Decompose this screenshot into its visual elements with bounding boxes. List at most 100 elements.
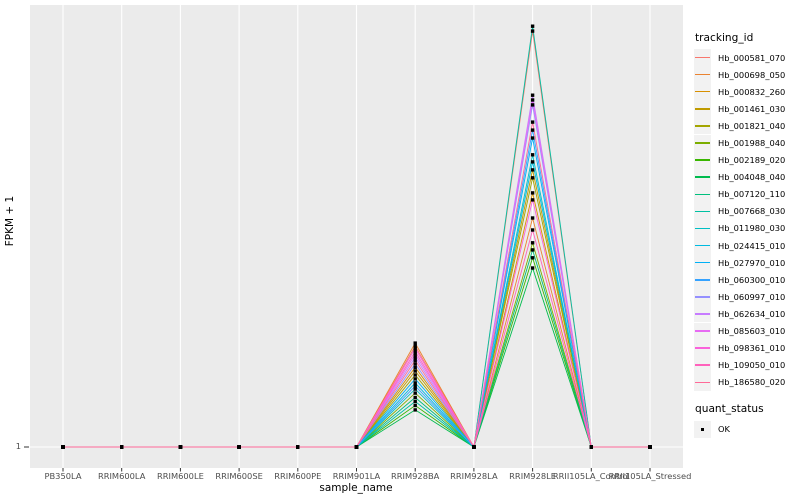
legend-key-line-icon (694, 373, 711, 391)
data-point (413, 369, 417, 373)
x-tick-label: RRIM600SE (215, 471, 262, 481)
data-point (530, 241, 535, 245)
data-point (530, 29, 535, 33)
data-point (413, 399, 417, 404)
legend-color-line-icon (695, 364, 710, 366)
data-point (413, 391, 417, 395)
legend-item-label: Hb_001821_040 (718, 120, 786, 131)
legend-item-label: Hb_001461_030 (718, 103, 786, 114)
legend-color-line-icon (695, 142, 710, 144)
legend-key-line-icon (694, 356, 711, 374)
data-point (530, 191, 535, 195)
legend-item-label: Hb_000832_260 (718, 86, 786, 97)
legend-item: Hb_007120_110 (694, 185, 786, 203)
legend-item: Hb_004048_040 (694, 168, 786, 186)
data-point (413, 408, 417, 412)
legend-item: Hb_002189_020 (694, 151, 786, 169)
legend-key-line-icon (694, 305, 711, 323)
legend-item-label: Hb_085603_010 (718, 326, 786, 337)
data-point (589, 445, 593, 449)
legend-item: Hb_024415_010 (694, 237, 786, 255)
legend-key-line-icon (694, 117, 711, 135)
legend-color-line-icon (695, 244, 710, 247)
legend-item: Hb_085603_010 (694, 322, 786, 340)
legend-key-line-icon (694, 151, 711, 169)
legend-color-line-icon (695, 176, 710, 178)
legend-color-line-icon (695, 108, 710, 110)
legend-item-label: Hb_004048_040 (718, 172, 786, 183)
data-point (530, 198, 535, 202)
legend-item-label: OK (718, 424, 730, 435)
legend-item-label: Hb_027970_010 (718, 257, 786, 268)
legend-key-point-icon (694, 420, 711, 438)
legend-color-line-icon (695, 313, 710, 315)
legend-key-line-icon (694, 339, 711, 357)
legend-item-label: Hb_098361_010 (718, 343, 786, 354)
data-point (413, 365, 417, 370)
legend: tracking_id Hb_000581_070 Hb_000698_050 Hb… (694, 32, 785, 438)
legend-title-quant-status: quant_status (695, 402, 764, 415)
data-point (413, 381, 417, 385)
data-point (530, 248, 535, 252)
data-point (413, 344, 417, 348)
data-point (413, 395, 417, 400)
legend-item: Hb_000832_260 (694, 83, 786, 101)
legend-item-label: Hb_024415_010 (718, 240, 786, 251)
legend-item: Hb_027970_010 (694, 254, 786, 272)
legend-item: Hb_001988_040 (694, 134, 786, 152)
legend-item: Hb_000698_050 (694, 66, 785, 84)
x-tick-label: RRIM901LA (333, 471, 381, 481)
x-tick-label: RRIM928BA (391, 471, 440, 481)
legend-color-line-icon (695, 56, 710, 59)
legend-color-line-icon (695, 159, 710, 161)
data-point (413, 377, 417, 381)
legend-item-ok: OK (694, 420, 785, 438)
data-point (530, 266, 535, 270)
data-point (530, 128, 535, 132)
data-point (530, 120, 535, 124)
legend-item-label: Hb_060997_010 (718, 291, 786, 302)
legend-item: Hb_007668_030 (694, 202, 786, 220)
legend-item-label: Hb_007120_110 (718, 189, 786, 200)
legend-key-line-icon (694, 271, 711, 289)
legend-color-line-icon (695, 279, 710, 281)
data-point (178, 445, 183, 449)
legend-item-label: Hb_001988_040 (718, 138, 786, 149)
legend-item-label: Hb_062634_010 (718, 308, 786, 319)
legend-key-line-icon (694, 254, 711, 272)
legend-title-tracking-id: tracking_id (695, 32, 754, 44)
legend-key-line-icon (694, 322, 711, 340)
data-point (472, 445, 476, 449)
data-point (530, 153, 535, 157)
legend-item: Hb_001461_030 (694, 100, 786, 118)
legend-color-line-icon (695, 125, 710, 127)
legend-key-line-icon (694, 237, 711, 255)
data-point (648, 445, 652, 449)
legend-item: Hb_060300_010 (694, 271, 786, 289)
legend-color-line-icon (695, 330, 710, 332)
legend-color-line-icon (695, 296, 710, 298)
x-tick-label: RRIM600LE (157, 471, 204, 481)
data-point (530, 160, 535, 164)
legend-item: Hb_011980_030 (694, 219, 785, 237)
x-tick-label: RRII105LA_Stressed (609, 471, 692, 481)
x-tick-label: RRIM600PE (274, 471, 321, 481)
data-point (530, 98, 535, 102)
data-point (354, 445, 359, 449)
data-point (413, 384, 417, 388)
data-point (237, 445, 241, 449)
legend-item: Hb_001821_040 (694, 117, 786, 135)
legend-item-label: Hb_002189_020 (718, 155, 786, 166)
legend-key-line-icon (694, 219, 711, 237)
legend-color-line-icon (695, 210, 710, 213)
legend-key-line-icon (694, 168, 711, 186)
legend-item-label: Hb_007668_030 (718, 206, 786, 217)
legend-item: Hb_000581_070 (694, 49, 785, 67)
legend-item-label: Hb_060300_010 (718, 274, 786, 285)
legend-key-line-icon (694, 66, 711, 84)
y-tick-label: 1 (15, 441, 21, 451)
data-point (530, 93, 535, 97)
data-point (530, 136, 535, 140)
data-point (530, 176, 535, 180)
